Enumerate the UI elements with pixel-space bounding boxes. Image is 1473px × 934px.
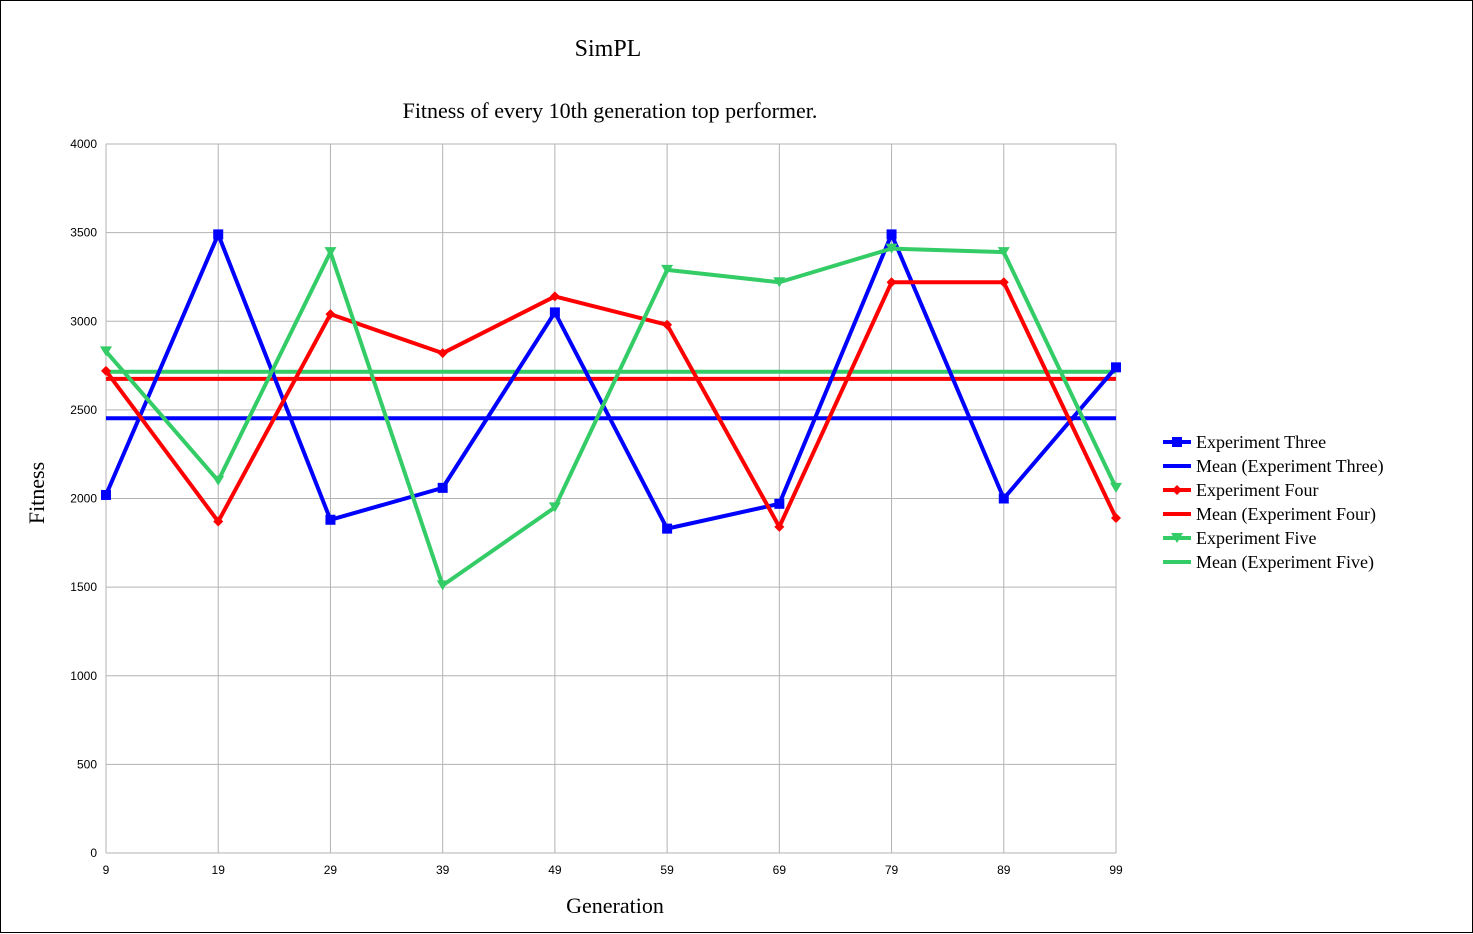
series-line <box>104 232 1118 531</box>
data-point <box>212 475 225 486</box>
legend: Experiment Three Mean (Experiment Three) E… <box>1163 432 1384 573</box>
chart-subtitle: Fitness of every 10th generation top per… <box>403 98 818 123</box>
y-tick-label: 2000 <box>70 492 97 506</box>
data-point <box>774 521 785 532</box>
legend-label: Mean (Experiment Three) <box>1196 456 1384 477</box>
y-tick-label: 4000 <box>70 137 97 151</box>
series-line <box>104 246 1118 588</box>
x-axis-label: Generation <box>566 893 664 918</box>
x-tick-label: 79 <box>885 863 899 877</box>
data-point <box>662 523 673 534</box>
data-point <box>437 482 448 493</box>
x-tick-label: 89 <box>997 863 1011 877</box>
data-point <box>101 489 111 500</box>
legend-label: Experiment Four <box>1196 480 1318 500</box>
data-point <box>549 307 560 318</box>
x-tick-label: 39 <box>436 863 450 877</box>
x-tick-label: 59 <box>660 863 674 877</box>
data-point <box>100 346 112 357</box>
data-point <box>324 247 337 258</box>
data-point <box>548 502 561 513</box>
legend-marker <box>1172 485 1182 495</box>
legend-label: Mean (Experiment Four) <box>1196 504 1376 525</box>
legend-label: Experiment Five <box>1196 528 1316 548</box>
data-point <box>101 365 111 376</box>
x-tick-labels: 9 19 29 39 49 59 69 79 89 99 <box>103 863 1123 877</box>
y-tick-labels: 0 500 1000 1500 2000 2500 3000 3500 4000 <box>70 137 97 860</box>
data-point <box>661 264 674 275</box>
data-point <box>1110 482 1122 493</box>
data-point <box>213 229 224 240</box>
data-point <box>1111 512 1121 523</box>
x-tick-label: 99 <box>1109 863 1123 877</box>
data-point <box>436 580 449 591</box>
x-tick-label: 9 <box>103 863 110 877</box>
x-tick-label: 69 <box>773 863 787 877</box>
data-point <box>213 516 224 527</box>
data-point <box>549 291 560 302</box>
data-point <box>997 247 1010 258</box>
series-layer <box>100 229 1122 591</box>
series-line <box>104 280 1118 529</box>
chart-title: SimPL <box>575 36 642 62</box>
y-tick-label: 2500 <box>70 403 97 417</box>
data-point <box>1111 362 1121 373</box>
legend-marker <box>1171 533 1183 543</box>
y-axis-label: Fitness <box>24 462 49 524</box>
data-point <box>998 493 1009 504</box>
legend-marker <box>1172 437 1182 447</box>
data-point <box>886 277 897 288</box>
data-point <box>886 229 897 240</box>
x-tick-label: 19 <box>212 863 226 877</box>
x-tick-label: 29 <box>324 863 338 877</box>
y-tick-label: 3000 <box>70 314 97 328</box>
data-point <box>773 277 786 288</box>
y-tick-label: 1000 <box>70 669 97 683</box>
y-tick-label: 0 <box>90 846 97 860</box>
y-tick-label: 500 <box>77 757 97 771</box>
y-tick-label: 1500 <box>70 580 97 594</box>
data-point <box>998 277 1009 288</box>
data-point <box>325 514 336 525</box>
data-point <box>325 309 336 320</box>
data-point <box>885 243 898 254</box>
x-tick-label: 49 <box>548 863 562 877</box>
data-point <box>437 348 448 359</box>
data-point <box>774 498 785 509</box>
data-point <box>662 319 673 330</box>
y-tick-label: 3500 <box>70 226 97 240</box>
legend-label: Experiment Three <box>1196 432 1326 452</box>
legend-label: Mean (Experiment Five) <box>1196 552 1374 573</box>
